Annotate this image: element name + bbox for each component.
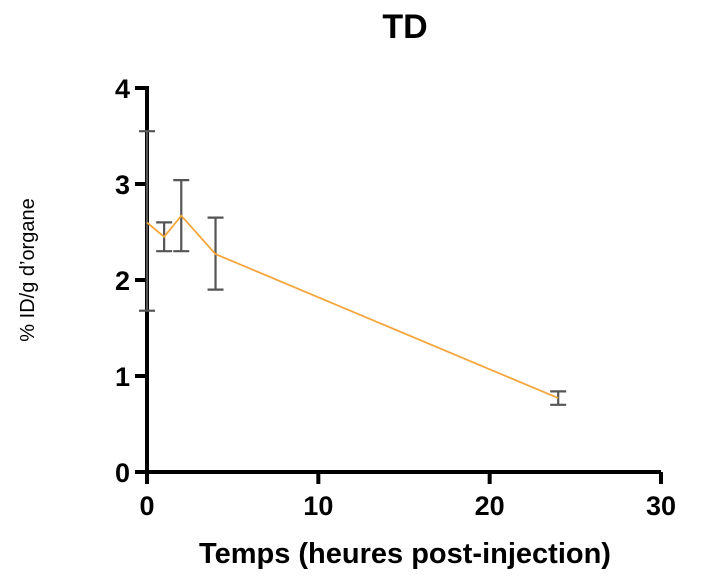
series-group xyxy=(146,214,559,399)
y-axis-label: % ID/g d’organe xyxy=(17,198,39,341)
x-tick-label: 20 xyxy=(475,491,505,521)
x-axis-label: Temps (heures post-injection) xyxy=(199,538,611,570)
y-tick-label: 4 xyxy=(115,74,130,104)
error-bars xyxy=(139,130,567,406)
ticks: 0 1 2 3 4 0 10 20 30 xyxy=(115,74,676,521)
x-tick-label: 10 xyxy=(303,491,333,521)
y-tick-label: 3 xyxy=(115,170,130,200)
y-tick-label: 1 xyxy=(115,362,130,392)
axes xyxy=(145,86,661,474)
y-tick-label: 0 xyxy=(115,458,130,488)
x-tick-label: 0 xyxy=(139,491,154,521)
x-tick-label: 30 xyxy=(646,491,676,521)
series-line xyxy=(146,214,559,399)
chart-title: TD xyxy=(382,8,427,46)
y-tick-label: 2 xyxy=(115,266,130,296)
